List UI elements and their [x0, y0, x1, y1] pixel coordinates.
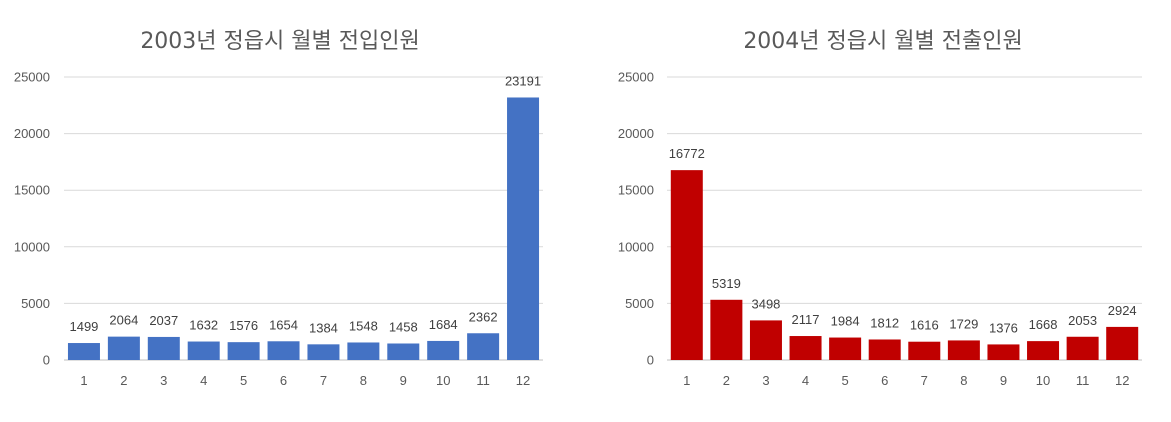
bar-9: [987, 344, 1020, 360]
x-tick-label: 3: [762, 373, 769, 388]
bar-2: [710, 299, 743, 360]
x-tick-label: 4: [802, 373, 809, 388]
y-tick-label: 10000: [618, 239, 654, 254]
data-label: 1499: [69, 319, 98, 334]
x-tick-label: 11: [476, 373, 490, 388]
data-label: 1376: [989, 320, 1018, 335]
y-tick-label: 25000: [618, 70, 654, 85]
x-tick-label: 3: [160, 373, 167, 388]
bar-8: [347, 342, 380, 360]
y-tick-label: 0: [43, 353, 50, 368]
x-tick-label: 7: [320, 373, 327, 388]
bar-11: [1066, 336, 1099, 360]
data-label: 2053: [1068, 313, 1097, 328]
bar-2: [107, 336, 140, 360]
bar-8: [947, 340, 980, 360]
bar-4: [789, 336, 822, 360]
data-label: 1729: [949, 316, 978, 331]
y-tick-label: 20000: [14, 126, 50, 141]
x-tick-label: 8: [960, 373, 967, 388]
y-tick-label: 10000: [14, 239, 50, 254]
data-label: 23191: [505, 73, 541, 88]
data-label: 1984: [831, 314, 860, 329]
x-tick-label: 6: [881, 373, 888, 388]
data-label: 2362: [469, 309, 498, 324]
data-label: 1812: [870, 315, 899, 330]
data-label: 2117: [792, 312, 820, 327]
bar-6: [868, 339, 901, 360]
data-label: 1576: [229, 318, 258, 333]
chart-title: 2003년 정읍시 월별 전입인원: [140, 29, 419, 54]
bar-9: [387, 343, 420, 360]
data-label: 16772: [669, 146, 705, 161]
data-label: 2037: [149, 313, 178, 328]
data-label: 1458: [389, 319, 418, 334]
x-tick-label: 9: [400, 373, 407, 388]
y-tick-label: 0: [647, 353, 654, 368]
bar-10: [427, 340, 460, 360]
bar-7: [307, 344, 340, 360]
x-tick-label: 5: [842, 373, 849, 388]
bar-5: [829, 337, 862, 360]
data-label: 1632: [189, 318, 218, 333]
data-label: 2924: [1108, 303, 1137, 318]
x-tick-label: 2: [120, 373, 127, 388]
bar-3: [749, 320, 782, 360]
y-tick-label: 20000: [618, 126, 654, 141]
y-tick-label: 15000: [14, 183, 50, 198]
bar-12: [1106, 326, 1139, 360]
data-label: 2064: [109, 313, 138, 328]
y-tick-label: 5000: [21, 296, 50, 311]
x-tick-label: 1: [80, 373, 87, 388]
y-tick-label: 5000: [625, 296, 654, 311]
bar-3: [147, 336, 180, 360]
x-tick-label: 11: [1076, 373, 1090, 388]
data-label: 1548: [349, 318, 378, 333]
bar-10: [1027, 341, 1060, 360]
data-label: 5319: [712, 276, 741, 291]
x-tick-label: 8: [360, 373, 367, 388]
data-label: 1654: [269, 317, 298, 332]
x-tick-label: 2: [723, 373, 730, 388]
bar-1: [67, 343, 100, 360]
x-tick-label: 10: [436, 373, 450, 388]
bar-7: [908, 341, 941, 360]
chart-title: 2004년 정읍시 월별 전출인원: [743, 29, 1022, 54]
bar-11: [467, 333, 500, 360]
chart-2: 2004년 정읍시 월별 전출인원 0 5000 10000 15000 20000 250…: [618, 29, 1142, 388]
bar-4: [187, 341, 220, 360]
data-label: 1616: [910, 318, 939, 333]
x-tick-label: 6: [280, 373, 287, 388]
x-tick-label: 7: [921, 373, 928, 388]
x-tick-label: 4: [200, 373, 207, 388]
bar-5: [227, 342, 260, 360]
y-tick-label: 25000: [14, 70, 50, 85]
data-label: 3498: [751, 296, 780, 311]
x-tick-label: 10: [1036, 373, 1050, 388]
x-tick-label: 1: [683, 373, 690, 388]
bar-1: [670, 170, 703, 360]
x-tick-label: 12: [1115, 373, 1129, 388]
y-tick-label: 15000: [618, 183, 654, 198]
data-label: 1684: [429, 317, 458, 332]
data-label: 1668: [1029, 317, 1058, 332]
data-label: 1384: [309, 320, 338, 335]
bar-12: [507, 97, 540, 361]
x-tick-label: 9: [1000, 373, 1007, 388]
x-tick-label: 5: [240, 373, 247, 388]
chart-1: 2003년 정읍시 월별 전입인원 0 5000 10000 15000 20000 250…: [14, 29, 543, 388]
bar-6: [267, 341, 300, 360]
x-tick-label: 12: [516, 373, 530, 388]
